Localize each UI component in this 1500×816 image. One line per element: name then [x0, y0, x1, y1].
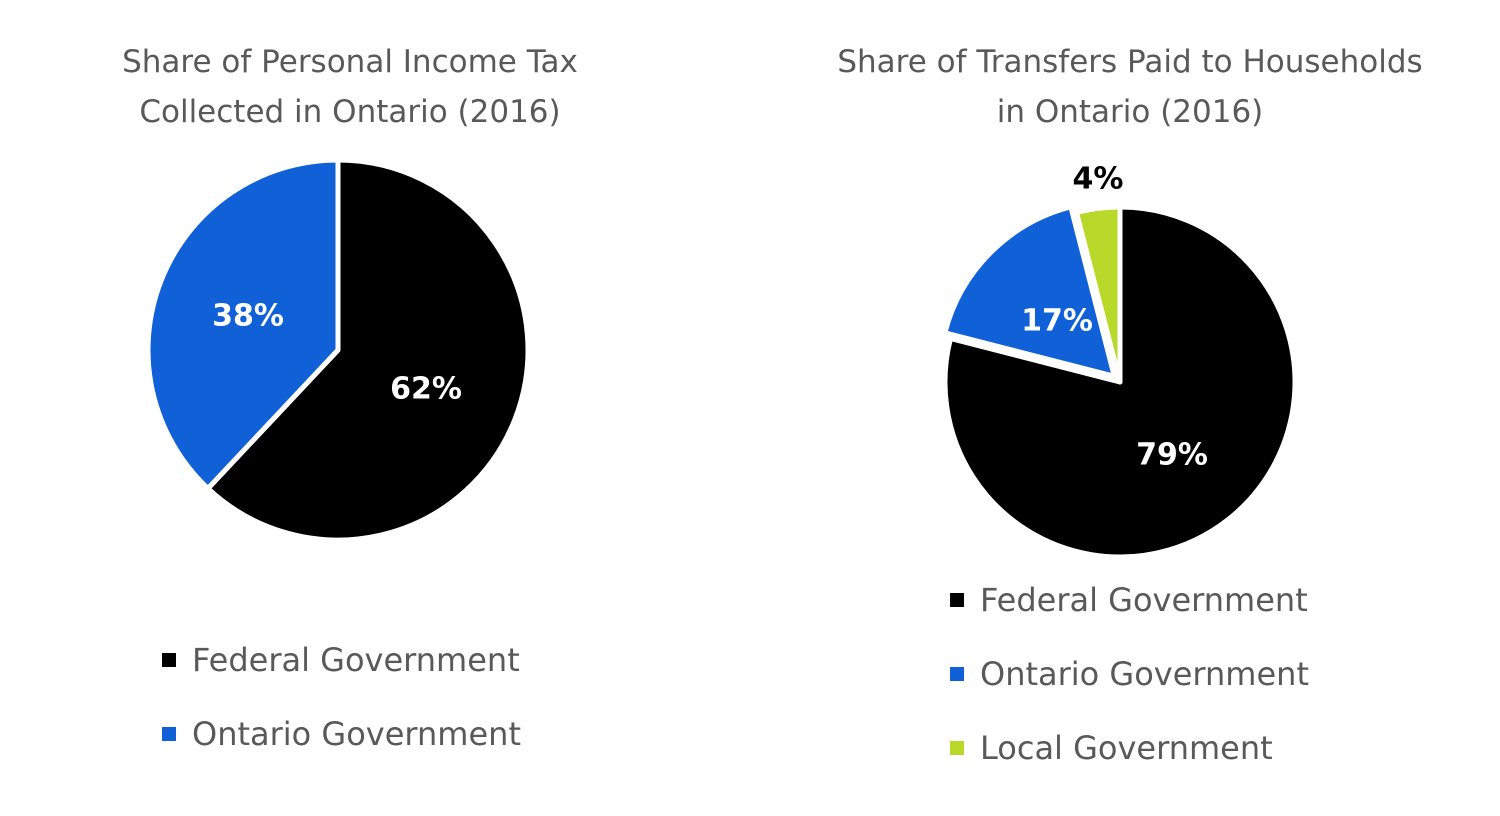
- pie-chart: 79% 17% 4%: [942, 162, 1298, 560]
- chart-transfers-to-households: Share of Transfers Paid to Households in…: [760, 0, 1500, 816]
- legend-label-ontario: Ontario Government: [980, 655, 1309, 693]
- pie-chart: 62% 38%: [145, 157, 531, 543]
- legend-label-local: Local Government: [980, 729, 1273, 767]
- legend-item-ontario: Ontario Government: [950, 637, 1309, 711]
- chart-title-line-2: Collected in Ontario (2016): [139, 94, 561, 130]
- data-label-local-government: 4%: [1073, 162, 1124, 197]
- chart-title-line-1: Share of Transfers Paid to Households: [837, 44, 1423, 80]
- legend: Federal Government Ontario Government: [162, 623, 521, 771]
- chart-personal-income-tax: Share of Personal Income Tax Collected i…: [0, 0, 700, 816]
- pie-slice-local-government: [1073, 204, 1123, 385]
- chart-title-line-1: Share of Personal Income Tax: [122, 44, 578, 80]
- chart-title: Share of Transfers Paid to Households in…: [760, 37, 1500, 137]
- data-label-federal-government: 79%: [1136, 438, 1208, 473]
- legend-swatch-local: [950, 741, 964, 755]
- pie-slice-ontario-government: [145, 157, 341, 492]
- legend: Federal Government Ontario Government Lo…: [950, 563, 1309, 785]
- chart-title: Share of Personal Income Tax Collected i…: [0, 37, 700, 137]
- legend-label-federal: Federal Government: [192, 641, 520, 679]
- pie-slice-ontario-government: [942, 204, 1117, 379]
- legend-swatch-federal: [950, 593, 964, 607]
- legend-label-ontario: Ontario Government: [192, 715, 521, 753]
- legend-swatch-ontario: [162, 727, 176, 741]
- legend-item-federal: Federal Government: [162, 623, 521, 697]
- legend-item-federal: Federal Government: [950, 563, 1309, 637]
- legend-swatch-ontario: [950, 667, 964, 681]
- legend-label-federal: Federal Government: [980, 581, 1308, 619]
- data-label-federal-government: 62%: [390, 372, 462, 407]
- pie-slice-federal-government: [205, 157, 531, 543]
- data-label-ontario-government: 17%: [1021, 304, 1093, 339]
- legend-item-ontario: Ontario Government: [162, 697, 521, 771]
- legend-item-local: Local Government: [950, 711, 1309, 785]
- legend-swatch-federal: [162, 653, 176, 667]
- chart-title-line-2: in Ontario (2016): [996, 94, 1264, 130]
- data-label-ontario-government: 38%: [212, 299, 284, 334]
